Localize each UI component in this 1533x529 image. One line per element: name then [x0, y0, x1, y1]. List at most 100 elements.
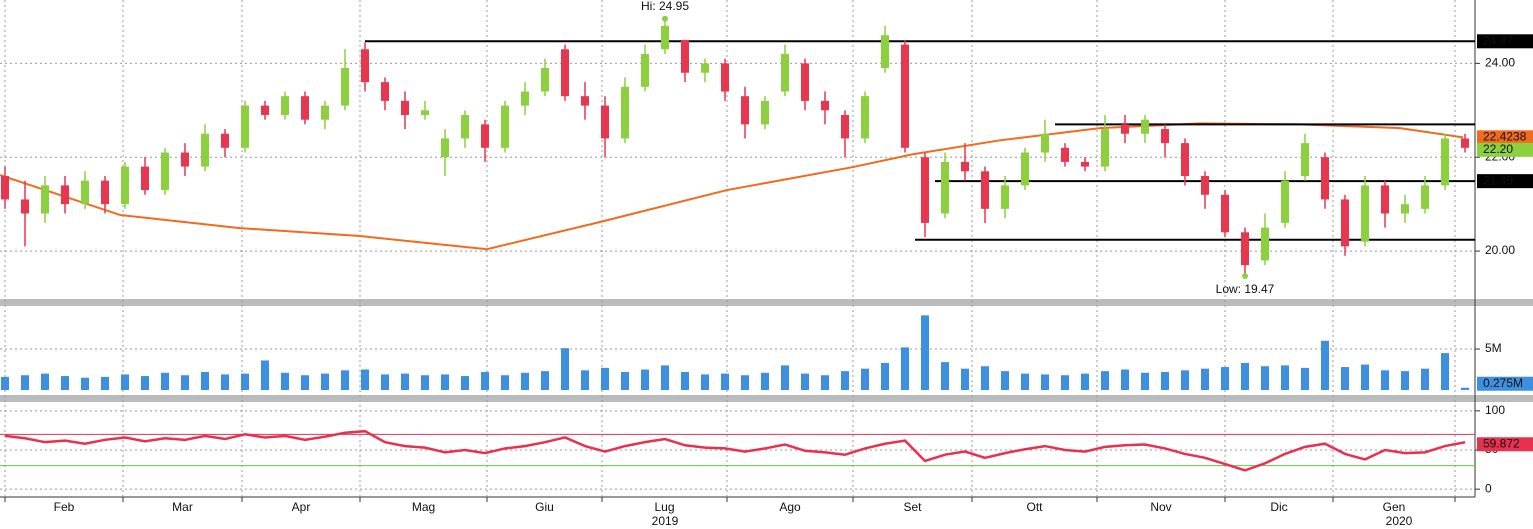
x-tick-label: Mag	[412, 500, 435, 514]
candle-body	[1241, 232, 1249, 266]
level-label: 24.47	[1483, 33, 1513, 47]
level-label-box	[1477, 34, 1533, 49]
candle-body	[461, 114, 469, 139]
candle-body	[141, 166, 149, 191]
candle-body	[1301, 143, 1309, 176]
candle-body	[1341, 199, 1349, 247]
candle-body	[961, 161, 969, 172]
volume-bar	[1081, 373, 1089, 390]
candle-body	[1441, 138, 1449, 186]
volume-bar	[961, 368, 969, 390]
volume-bar	[141, 376, 149, 390]
volume-bar	[501, 375, 509, 390]
volume-bar	[661, 365, 669, 390]
volume-bar	[1141, 372, 1149, 390]
volume-bar	[221, 374, 229, 390]
moving-average	[0, 122, 1464, 251]
candle-body	[1361, 185, 1369, 242]
last-price-label-box	[1477, 142, 1533, 157]
candle-body	[901, 44, 909, 148]
ma-last-label: 22.4238	[1483, 129, 1527, 143]
candle-body	[981, 171, 989, 209]
volume-bar	[381, 374, 389, 390]
volume-bar	[1281, 365, 1289, 390]
volume-bar	[941, 362, 949, 390]
annotation-marker	[662, 15, 668, 22]
volume-bar	[261, 360, 269, 390]
candle-body	[581, 96, 589, 106]
candle-body	[341, 68, 349, 106]
candle-body	[801, 63, 809, 101]
candle-body	[481, 124, 489, 148]
volume-bar	[741, 375, 749, 390]
volume-bar	[681, 371, 689, 390]
y-tick-label: 20.00	[1485, 243, 1515, 257]
candle-body	[1421, 185, 1429, 209]
volume-bar	[81, 377, 89, 390]
candle-body	[841, 114, 849, 139]
volume-bar	[1181, 370, 1189, 390]
rsi-line	[4, 429, 1466, 472]
volume-bar	[361, 369, 369, 390]
volume-last-label: 0.275M	[1483, 376, 1523, 390]
x-tick-label: Apr	[292, 500, 311, 514]
volume-bar	[1041, 374, 1049, 390]
candle-body	[1121, 124, 1129, 134]
candle-body	[561, 49, 569, 97]
candle-body	[301, 96, 309, 120]
volume-bar	[241, 373, 249, 390]
candle-body	[501, 105, 509, 148]
volume-bar	[101, 376, 109, 390]
candle-body	[81, 180, 89, 205]
candle-body	[41, 185, 49, 214]
volume-bar	[1261, 366, 1269, 390]
candle-body	[281, 96, 289, 115]
ma-last-label-box	[1477, 130, 1533, 145]
volume-bar	[121, 374, 129, 390]
volume-bar	[921, 315, 929, 390]
candle-body	[1281, 180, 1289, 223]
candle-body	[601, 105, 609, 139]
level-label: 21.49	[1483, 173, 1513, 187]
y-tick-label: 24.00	[1485, 56, 1515, 70]
candle-body	[1141, 119, 1149, 134]
rsi-last-label-box	[1477, 437, 1533, 452]
volume-bar	[561, 348, 569, 390]
candle-body	[661, 25, 669, 50]
volume-bar	[481, 371, 489, 390]
candle-body	[741, 96, 749, 125]
candle-body	[761, 100, 769, 125]
volume-bar	[281, 372, 289, 390]
volume-bar	[1461, 387, 1469, 390]
volume-bar	[1441, 353, 1449, 390]
volume-bar	[601, 367, 609, 390]
annotation: Hi: 24.95	[641, 0, 689, 13]
volume-bar	[341, 370, 349, 390]
candle-body	[881, 35, 889, 69]
volume-bar	[301, 375, 309, 390]
x-tick-label: Ago	[779, 500, 801, 514]
volume-bar	[1, 376, 9, 390]
volume-bar	[641, 369, 649, 390]
y-tick-label: 0	[1485, 481, 1492, 495]
candle-body	[161, 152, 169, 191]
volume-bar	[1401, 371, 1409, 390]
candle-body	[921, 157, 929, 223]
candle-body	[321, 105, 329, 120]
volume-bar	[1341, 367, 1349, 390]
volume-bar	[1161, 371, 1169, 390]
volume-bar	[161, 372, 169, 390]
candle-body	[181, 152, 189, 167]
volume-bar	[201, 371, 209, 390]
annotation: Low: 19.47	[1216, 282, 1275, 296]
volume-bar	[1001, 371, 1009, 390]
candle-body	[1261, 227, 1269, 261]
y-tick-label: 5M	[1485, 341, 1502, 355]
candle-body	[381, 82, 389, 101]
volume-bar	[861, 368, 869, 390]
candle-body	[201, 133, 209, 167]
volume-bar	[541, 371, 549, 390]
candle-body	[1181, 143, 1189, 176]
volume-bar	[41, 373, 49, 390]
